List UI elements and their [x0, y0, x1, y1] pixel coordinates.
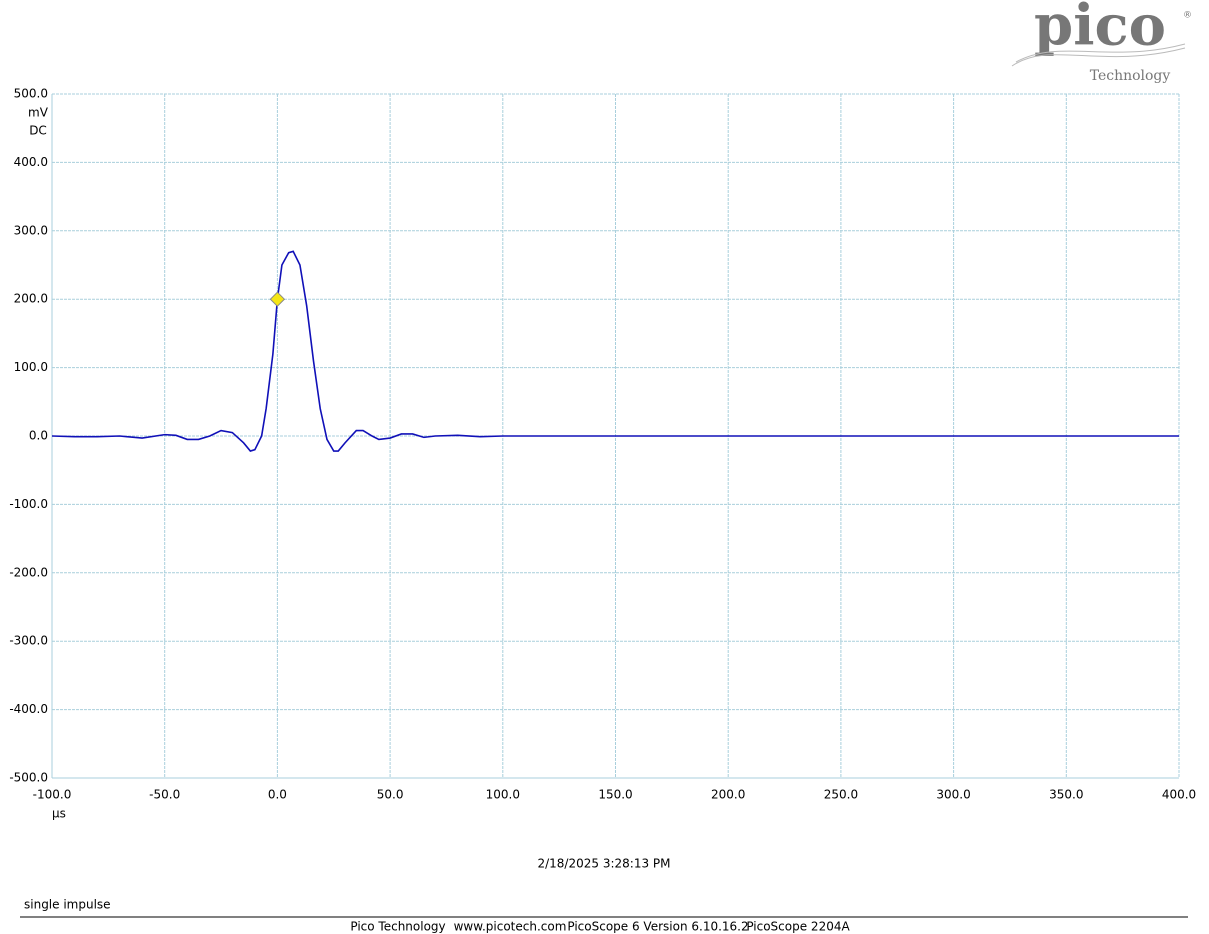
- logo-registered: ®: [1183, 11, 1192, 21]
- y-tick-label: -300.0: [9, 634, 48, 648]
- y-tick-label: 100.0: [14, 360, 48, 374]
- x-tick-label: 350.0: [1049, 788, 1083, 802]
- x-unit: µs: [52, 807, 66, 821]
- logo-brand: pico: [1034, 0, 1166, 59]
- y-tick-label: 400.0: [14, 155, 48, 169]
- footer-text: www.picotech.com: [454, 920, 567, 934]
- logo-sub: Technology: [1090, 68, 1171, 84]
- x-tick-label: 400.0: [1162, 788, 1196, 802]
- x-tick-label: 150.0: [598, 788, 632, 802]
- trigger-marker: [269, 291, 286, 307]
- x-tick-label: 50.0: [377, 788, 404, 802]
- y-tick-label: 300.0: [14, 223, 48, 237]
- x-tick-label: -50.0: [149, 788, 180, 802]
- y-tick-label: 200.0: [14, 292, 48, 306]
- y-tick-label: 500.0: [14, 87, 48, 101]
- y-tick-label: -500.0: [9, 771, 48, 785]
- y-tick-label: -100.0: [9, 497, 48, 511]
- y-tick-label: -200.0: [9, 565, 48, 579]
- x-tick-label: 200.0: [711, 788, 745, 802]
- footer-text: Pico Technology: [350, 920, 445, 934]
- footer-text: PicoScope 2204A: [746, 920, 850, 934]
- footer-text: PicoScope 6 Version 6.10.16.2: [567, 920, 748, 934]
- y-tick-label: 0.0: [29, 429, 48, 443]
- y-tick-label: -400.0: [9, 702, 48, 716]
- x-tick-label: 100.0: [486, 788, 520, 802]
- coupling: DC: [29, 124, 47, 138]
- note: single impulse: [24, 898, 111, 912]
- trace: [51, 250, 1179, 452]
- x-tick-label: 250.0: [824, 788, 858, 802]
- y-unit: mV: [28, 106, 49, 120]
- logo-swoosh: [1011, 43, 1186, 67]
- x-tick-label: -100.0: [33, 788, 72, 802]
- timestamp: 2/18/2025 3:28:13 PM: [537, 857, 670, 871]
- x-tick-label: 300.0: [936, 788, 970, 802]
- x-tick-label: 0.0: [268, 788, 287, 802]
